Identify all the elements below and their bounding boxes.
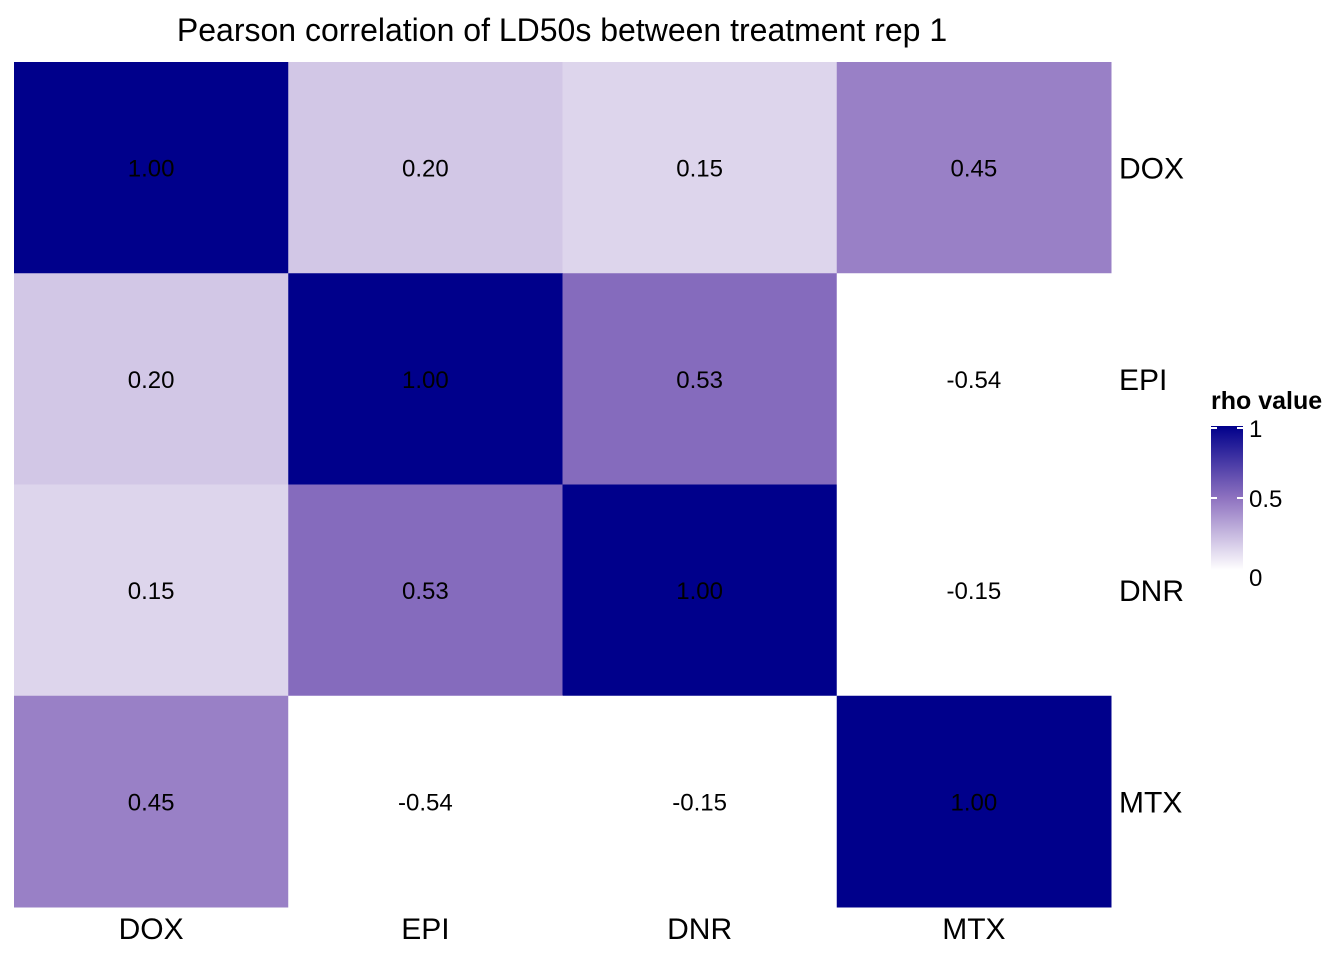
cell-value-label: 0.15 [128,578,175,605]
heatmap-cell-dnr-dox [14,484,289,697]
heatmap-cell-dox-mtx [836,62,1112,274]
heatmap-value-labels: 1.00 0.20 0.15 0.45 0.20 1.00 0.53 -0.54 0.15 0.5… [128,156,1001,817]
x-tick-label: EPI [401,913,449,946]
legend-ticks: 10.50 [1211,416,1282,592]
cell-value-label: 0.45 [951,156,998,183]
x-tick-label: DOX [119,913,184,946]
cell-value-label: 0.45 [128,789,175,816]
x-tick-label: MTX [942,913,1005,946]
y-tick-label: DNR [1119,575,1184,608]
cell-value-label: 1.00 [128,156,175,183]
heatmap-cell-mtx-dox [14,695,289,908]
y-axis-labels: DOX EPI DNR MTX [1119,153,1184,820]
x-axis-labels: DOX EPI DNR MTX [119,913,1006,946]
cell-value-label: -0.15 [672,789,727,816]
cell-value-label: -0.54 [398,789,453,816]
legend-title: rho value [1211,387,1322,415]
heatmap-cells [14,62,1112,908]
y-tick-label: DOX [1119,153,1184,186]
cell-value-label: 0.53 [402,578,449,605]
heatmap-cell-dnr-mtx [836,484,1112,697]
cell-value-label: -0.15 [947,578,1002,605]
legend-tick-label: 0.5 [1249,486,1282,513]
cell-value-label: 1.00 [951,789,998,816]
heatmap-cell-epi-dnr [562,273,838,485]
cell-value-label: 0.20 [402,156,449,183]
heatmap-cell-mtx-epi [288,695,563,908]
heatmap-cell-epi-dox [14,273,289,485]
x-tick-label: DNR [667,913,732,946]
cell-value-label: 0.20 [128,367,175,394]
cell-value-label: 0.15 [676,156,723,183]
cell-value-label: 1.00 [402,367,449,394]
y-tick-label: MTX [1119,786,1182,819]
cell-value-label: 1.00 [676,578,723,605]
legend-tick-label: 0 [1249,565,1262,592]
heatmap-cell-dox-dnr [562,62,838,274]
chart-title: Pearson correlation of LD50s between tre… [177,12,947,48]
heatmap-cell-mtx-mtx [836,695,1112,908]
heatmap-cell-dnr-epi [288,484,563,697]
heatmap-cell-epi-epi [288,273,563,485]
legend-tick-label: 1 [1249,416,1262,443]
heatmap-cell-dox-dox [14,62,289,274]
heatmap-cell-dnr-dnr [562,484,838,697]
cell-value-label: 0.53 [676,367,723,394]
color-legend: rho value 10.50 [1211,387,1322,592]
cell-value-label: -0.54 [947,367,1002,394]
heatmap-cell-mtx-dnr [562,695,838,908]
y-tick-label: EPI [1119,364,1167,397]
heatmap-cell-dox-epi [288,62,563,274]
heatmap-cell-epi-mtx [836,273,1112,485]
